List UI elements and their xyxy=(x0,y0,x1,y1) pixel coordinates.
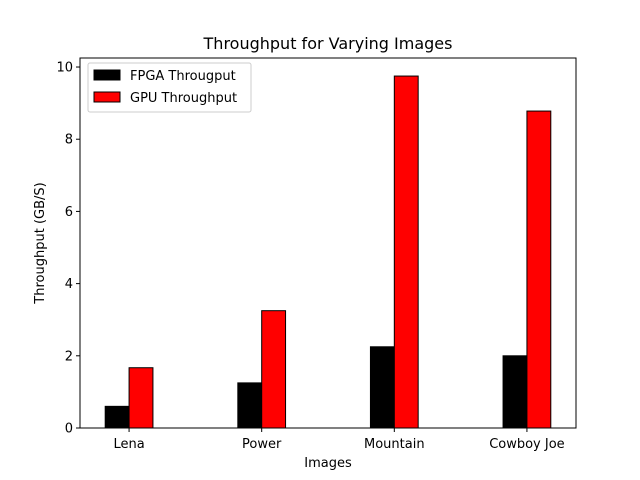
legend-label-fpga: FPGA Througput xyxy=(130,69,236,84)
plot-frame xyxy=(79,57,577,429)
bar-gpu-mountain xyxy=(393,75,419,429)
bar-fpga-power xyxy=(237,382,263,429)
y-tick-label: 2 xyxy=(65,349,73,364)
bar-fpga-lena xyxy=(104,405,130,429)
y-tick-label: 0 xyxy=(65,422,73,437)
axes-layer xyxy=(79,57,577,429)
x-axis-label: Images xyxy=(304,456,352,471)
bar-fpga-mountain xyxy=(369,346,395,429)
x-tick-label: Lena xyxy=(113,437,144,452)
bars-layer xyxy=(104,75,552,429)
y-tick-label: 6 xyxy=(65,205,73,220)
bar-gpu-cowboy-joe xyxy=(526,110,552,429)
ticks-layer: 0 2 4 6 8 10 Lena Power Mountain Cowboy Joe xyxy=(56,61,564,452)
legend: FPGA Througput GPU Throughput xyxy=(87,62,252,113)
bar-gpu-power xyxy=(261,310,287,429)
x-tick-label: Power xyxy=(242,437,282,452)
bar-gpu-lena xyxy=(128,367,154,429)
legend-swatch-fpga xyxy=(93,69,121,81)
legend-label-gpu: GPU Throughput xyxy=(130,91,237,106)
y-tick-label: 4 xyxy=(65,277,73,292)
chart-title: Throughput for Varying Images xyxy=(203,34,453,53)
y-axis-label: Throughput (GB/S) xyxy=(33,182,48,304)
legend-swatch-gpu xyxy=(93,91,121,103)
x-tick-label: Cowboy Joe xyxy=(489,437,564,452)
legend-frame xyxy=(87,62,252,113)
y-tick-label: 10 xyxy=(56,61,73,76)
y-tick-label: 8 xyxy=(65,133,73,148)
x-tick-label: Mountain xyxy=(364,437,425,452)
bar-fpga-cowboy-joe xyxy=(502,355,528,429)
